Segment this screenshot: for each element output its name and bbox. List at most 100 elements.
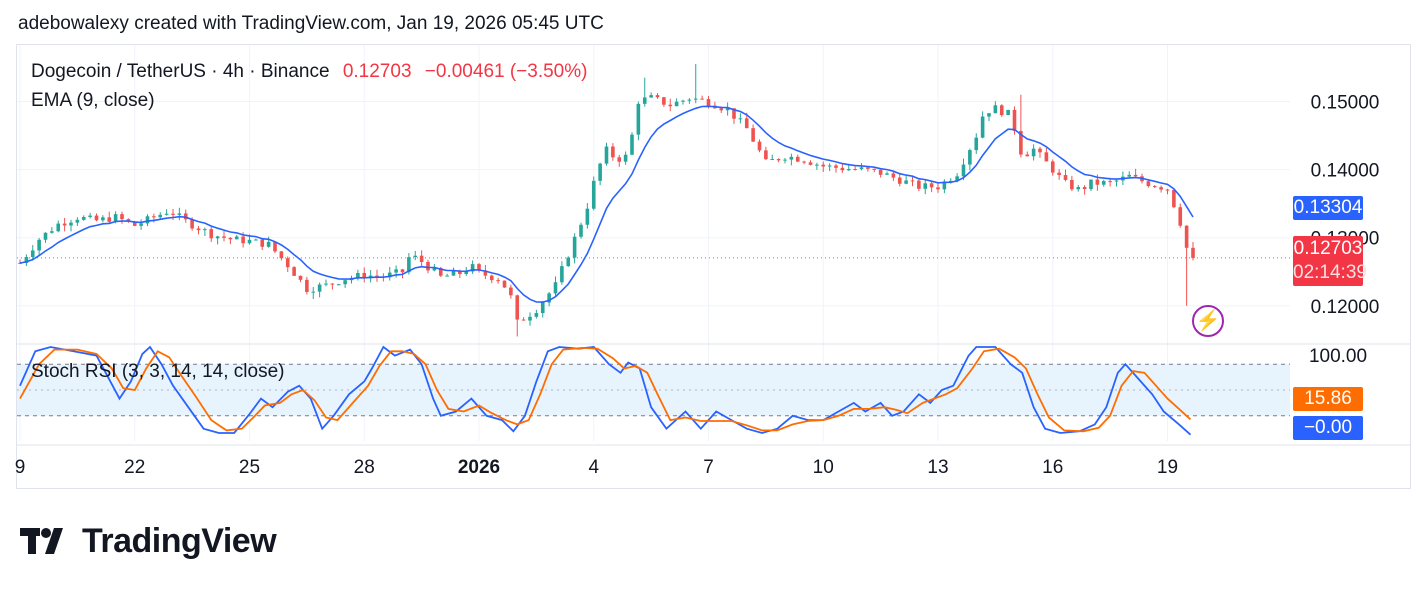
candle-body [630,134,634,155]
candle-body [101,217,105,221]
candle-body [547,293,551,303]
stoch-d-badge: 15.86 [1293,387,1363,411]
candle-body [432,267,437,271]
stoch-k-badge: −0.00 [1293,416,1363,440]
candle-body [400,269,405,273]
symbol-name[interactable]: Dogecoin / TetherUS · 4h · Binance [31,61,330,82]
candle-body [483,270,488,276]
candle-body [560,266,564,283]
candle-body [993,105,998,114]
candle-body [1133,174,1138,177]
candle-body [553,282,558,294]
candle-body [1089,179,1093,190]
candle-body [802,161,806,163]
candle-body [987,113,991,117]
candle-body [419,255,424,262]
candle-body [955,176,959,181]
time-axis-label: 19 [1157,457,1178,478]
candle-body [1044,152,1049,162]
candle-body [840,167,845,171]
candle-body [1159,187,1163,190]
candle-body [458,270,462,275]
candle-body [1076,187,1081,190]
ema-legend[interactable]: EMA (9, close) [31,90,155,111]
candle-body [56,223,61,232]
time-axis-label: 10 [813,457,834,478]
candle-body [132,221,137,226]
lightning-icon[interactable]: ⚡ [1192,305,1224,337]
candle-body [655,95,660,98]
stoch-axis-label: 100.00 [1309,346,1367,367]
candle-body [1114,180,1119,182]
candle-body [923,183,928,189]
symbol-legend: Dogecoin / TetherUS · 4h · Binance 0.127… [31,61,587,83]
tradingview-logo[interactable]: TradingView [20,522,277,561]
candle-body [591,180,596,209]
candle-body [980,116,985,138]
candle-body [821,164,826,167]
candle-body [362,272,367,279]
candle-body [1019,130,1023,155]
time-axis-label: 28 [354,457,375,478]
candle-body [260,239,265,247]
candle-body [273,241,277,252]
candle-body [929,183,934,188]
candle-body [732,108,736,119]
candle-body [642,97,647,104]
candle-body [910,180,915,182]
chart-frame [16,44,1411,489]
candle-body [152,216,156,218]
candle-body [936,187,940,190]
candle-body [1152,186,1157,188]
candle-body [37,239,41,251]
candle-body [738,118,743,120]
candle-body [693,98,698,100]
candle-body [1082,187,1087,190]
candle-body [617,157,622,162]
candle-body [636,103,641,135]
candle-body [611,146,615,158]
candle-body [30,250,35,258]
candle-body [815,164,819,166]
candle-body [515,295,520,320]
candle-body [1070,179,1074,190]
candle-body [1172,189,1176,208]
candle-body [426,261,430,271]
stoch-rsi-legend[interactable]: Stoch RSI (3, 3, 14, 14, close) [31,361,285,382]
last-price-badge-value: 0.12703 [1293,238,1363,259]
candle-body [866,167,870,169]
candle-body [725,108,730,111]
candle-body [228,237,233,240]
ema-line [19,105,1194,303]
candle-body [1101,181,1106,185]
candle-body [789,156,794,160]
time-axis-label: 22 [124,457,145,478]
candle-body [477,264,481,271]
candle-body [496,280,500,282]
candle-body [139,223,143,226]
candle-body [1184,225,1189,248]
candle-body [1031,148,1036,157]
candle-body [706,99,711,106]
candle-body [968,150,972,165]
time-axis-label: 13 [927,457,948,478]
price-axis-label: 0.15000 [1311,93,1380,114]
candle-body [470,264,475,272]
candle-body [974,137,979,151]
tradingview-wordmark: TradingView [82,522,277,560]
candle-body [247,239,252,244]
candle-body [298,275,303,280]
candle-body [203,229,207,231]
candle-body [88,215,92,218]
candle-body [668,104,673,107]
candle-body [1006,109,1010,116]
candle-body [50,231,54,233]
candle-body [1025,154,1030,157]
candle-body [942,181,947,190]
candle-body [394,269,398,273]
candle-body [1146,181,1151,187]
candle-body [846,169,851,171]
price-axis-label: 0.14000 [1311,161,1380,182]
candle-body [757,141,762,151]
